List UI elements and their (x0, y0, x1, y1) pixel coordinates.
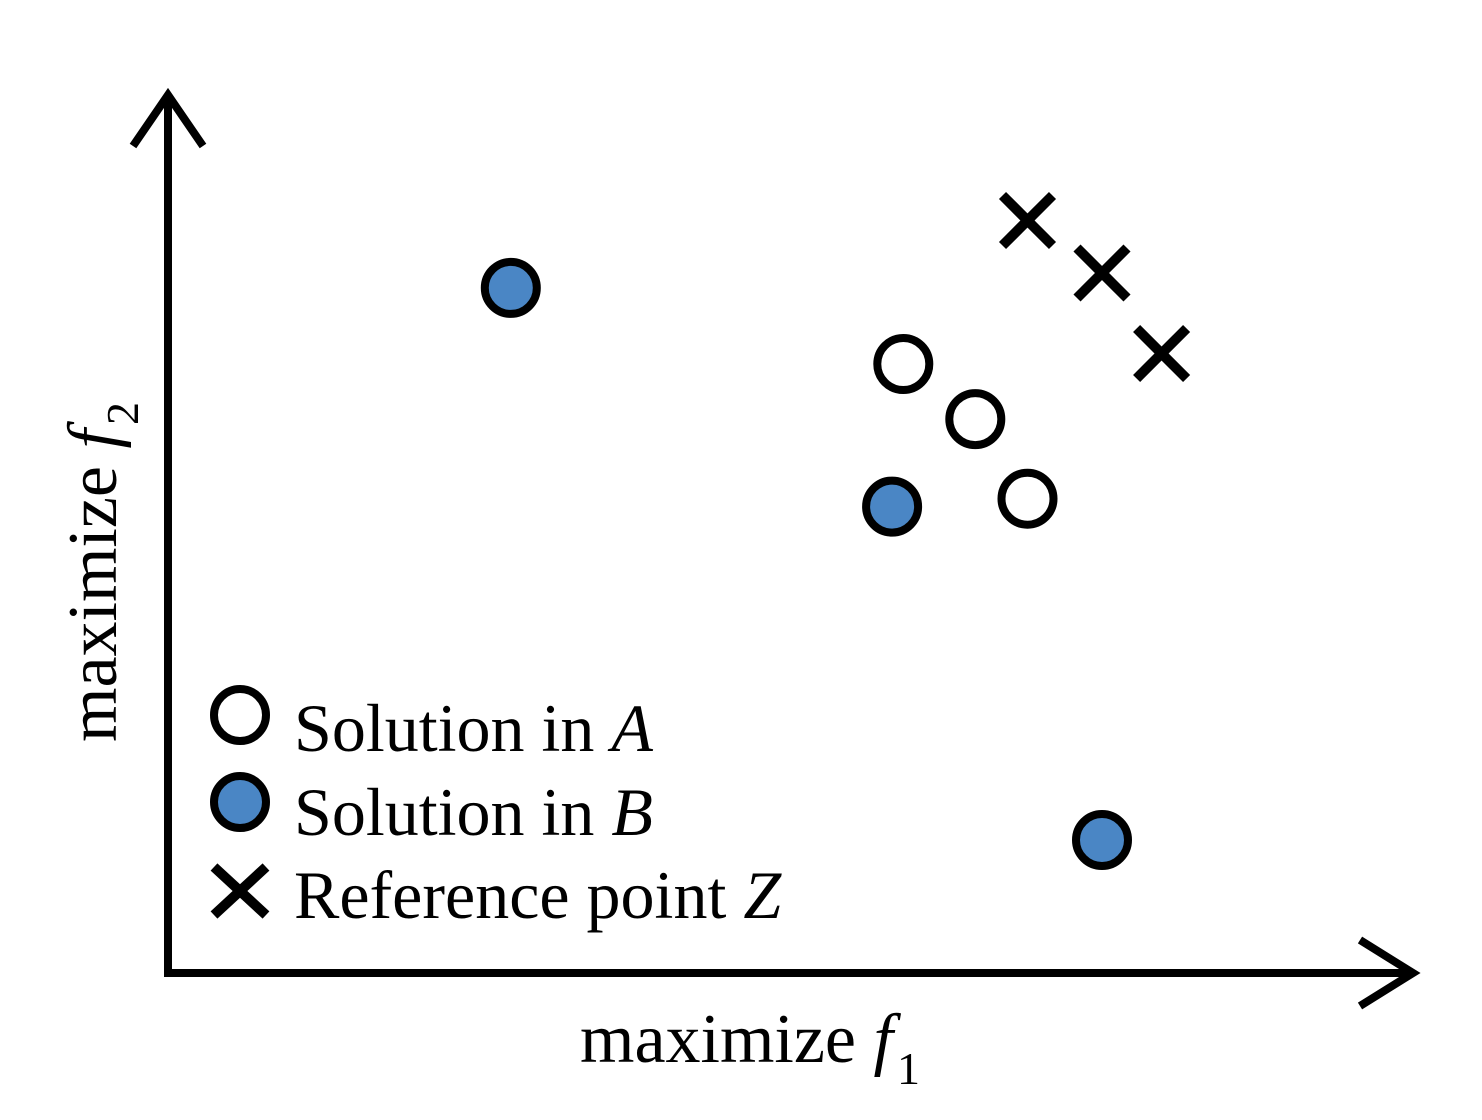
solution-a-point (873, 334, 934, 394)
legend-label-solution-a-var: A (607, 690, 653, 766)
legend-item-solution-b: Solution in B (210, 772, 653, 850)
solution-a-point (945, 389, 1006, 450)
legend-label-solution-b: Solution in B (294, 774, 653, 850)
axes (129, 87, 1421, 1010)
legend-label-reference-point: Reference point Z (294, 857, 782, 933)
reference-point-marker (1073, 244, 1131, 302)
y-axis-arrowhead (129, 87, 207, 149)
legend-label-solution-b-text: Solution in (294, 774, 611, 850)
cross-icon (210, 863, 270, 919)
solution-b-point (480, 257, 541, 318)
legend-label-reference-point-text: Reference point (294, 857, 743, 933)
x-axis-label-text: maximize (580, 1001, 874, 1078)
legend-item-reference-point: Reference point Z (210, 857, 782, 933)
legend-item-solution-a: Solution in A (210, 685, 653, 766)
filled-circle-icon (210, 772, 270, 832)
solutions-a-group (873, 334, 1058, 529)
legend-label-solution-a-text: Solution in (294, 690, 611, 766)
x-axis-label-sub: 1 (897, 1043, 920, 1094)
reference-point-marker (1133, 324, 1191, 383)
y-axis-label-sub: 2 (97, 402, 148, 425)
legend: Solution in A Solution in B Reference po… (210, 685, 782, 933)
x-axis-arrowhead (1357, 936, 1421, 1010)
solutions-b-group (480, 257, 1132, 870)
legend-label-reference-point-var: Z (743, 857, 782, 933)
legend-label-solution-b-var: B (611, 774, 653, 850)
reference-point-marker (998, 191, 1057, 250)
legend-label-solution-a: Solution in A (294, 690, 653, 766)
y-axis-label: maximize f2 (55, 402, 148, 742)
reference-points-group (998, 191, 1191, 383)
solution-b-point (862, 476, 923, 537)
open-circle-icon (210, 685, 270, 745)
solution-b-point (1072, 810, 1132, 870)
y-axis-label-text: maximize (55, 448, 132, 742)
x-axis-label: maximize f1 (580, 1001, 920, 1094)
solution-a-point (997, 468, 1058, 529)
